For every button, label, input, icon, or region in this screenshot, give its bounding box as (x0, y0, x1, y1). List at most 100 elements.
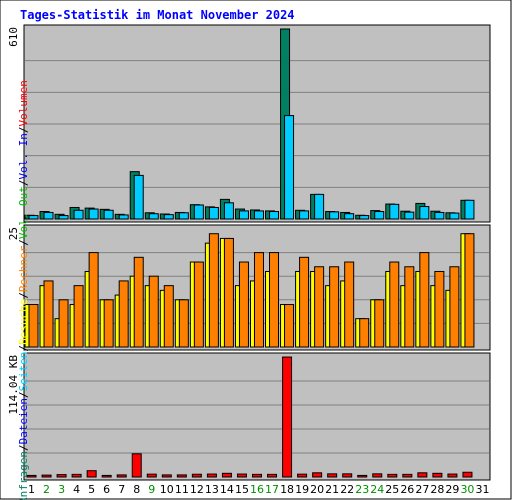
bar-dateien-day-2 (43, 211, 54, 220)
bar-volumen-day-14 (221, 472, 232, 478)
bar-dateien-day-9 (148, 213, 159, 220)
bar-dateien-day-8 (133, 174, 144, 220)
bar-volumen-day-20 (312, 472, 323, 478)
legend-entry-5: / (17, 345, 30, 352)
legend-entry-1: / (17, 444, 30, 451)
legend-entry-8: Rechner (17, 245, 30, 292)
bar-volumen-day-2 (41, 474, 52, 478)
bar-rechner-day-18 (284, 304, 295, 348)
bar-rechner-day-9 (148, 275, 159, 348)
bar-dateien-day-25 (389, 203, 400, 220)
bar-dateien-day-1 (28, 215, 39, 220)
bar-volumen-day-10 (161, 474, 172, 478)
panel-1: 610 (7, 24, 491, 223)
bar-rechner-day-28 (434, 270, 445, 348)
bar-volumen-day-22 (342, 473, 353, 478)
bar-dateien-day-10 (163, 214, 174, 220)
bar-rechner-day-8 (133, 256, 144, 348)
day-label-8: 8 (133, 483, 140, 496)
day-label-24: 24 (370, 483, 384, 496)
bar-dateien-day-16 (253, 210, 264, 220)
bar-volumen-day-6 (101, 474, 112, 478)
day-label-27: 27 (415, 483, 429, 496)
day-label-5: 5 (88, 483, 95, 496)
bar-rechner-day-15 (238, 261, 249, 348)
legend-entry-0: Anfragen (17, 451, 30, 500)
bar-volumen-day-28 (432, 472, 443, 478)
bar-dateien-day-18 (284, 115, 295, 220)
day-label-22: 22 (340, 483, 354, 496)
bar-dateien-day-5 (88, 208, 99, 220)
bar-volumen-day-29 (447, 473, 458, 478)
chart-title: Tages-Statistik im Monat November 2024 (20, 8, 295, 22)
bar-rechner-day-4 (73, 285, 84, 348)
day-label-7: 7 (118, 483, 125, 496)
bar-volumen-day-3 (56, 474, 67, 478)
bar-rechner-day-1 (28, 304, 39, 348)
bar-dateien-day-12 (193, 204, 204, 220)
bar-dateien-day-7 (118, 214, 129, 220)
bar-dateien-day-21 (329, 211, 340, 220)
bar-dateien-day-6 (103, 209, 114, 220)
day-label-20: 20 (310, 483, 324, 496)
day-label-18: 18 (280, 483, 294, 496)
bar-volumen-day-26 (402, 473, 413, 478)
day-label-2: 2 (43, 483, 50, 496)
day-label-17: 17 (265, 483, 279, 496)
day-label-13: 13 (205, 483, 219, 496)
panel-max-label: 25 (7, 227, 20, 240)
bar-volumen-day-19 (297, 473, 308, 478)
bar-dateien-day-29 (449, 212, 460, 220)
bar-dateien-day-19 (299, 210, 310, 220)
bar-volumen-day-7 (116, 474, 127, 478)
day-label-23: 23 (355, 483, 369, 496)
bar-dateien-day-24 (374, 211, 385, 220)
bar-volumen-day-15 (236, 473, 247, 478)
day-label-11: 11 (175, 483, 189, 496)
panel-max-label: 610 (7, 27, 20, 47)
bar-volumen-day-27 (417, 472, 428, 478)
bar-volumen-day-1 (26, 474, 37, 478)
day-label-29: 29 (445, 483, 459, 496)
bar-rechner-day-10 (163, 285, 174, 348)
legend-entry-12: Vol. In (17, 133, 30, 179)
bar-volumen-day-17 (267, 473, 278, 478)
bar-rechner-day-3 (58, 299, 69, 348)
day-label-16: 16 (250, 483, 264, 496)
bar-rechner-day-7 (118, 280, 129, 348)
day-label-15: 15 (235, 483, 249, 496)
bar-rechner-day-11 (178, 299, 189, 348)
bar-dateien-day-17 (269, 211, 280, 220)
bar-volumen-day-21 (327, 473, 338, 478)
bar-volumen-day-24 (372, 473, 383, 478)
legend-entry-13: / (17, 126, 30, 133)
bar-volumen-day-4 (71, 473, 82, 478)
legend-entry-6: Besuche (17, 299, 30, 345)
bar-volumen-day-23 (357, 474, 368, 478)
legend-entry-10: Vol. Out (17, 186, 30, 239)
day-label-9: 9 (148, 483, 155, 496)
bar-rechner-day-16 (253, 252, 264, 348)
bar-dateien-day-4 (73, 209, 84, 220)
panel-2: 25 (7, 224, 491, 351)
day-label-21: 21 (325, 483, 339, 496)
bar-dateien-day-11 (178, 212, 189, 220)
bar-volumen-day-5 (86, 470, 97, 478)
day-labels: 1 2 3 4 5 6 7 8 9 10 11 12 13 14 15 16 17 18 19 20 21 22 23 24 2… (28, 483, 489, 496)
bar-rechner-day-6 (103, 299, 114, 348)
bar-volumen-day-30 (462, 471, 473, 478)
day-label-25: 25 (385, 483, 399, 496)
bar-rechner-day-14 (223, 237, 234, 348)
bar-dateien-day-13 (208, 206, 219, 220)
legend-entry-14: Volumen (17, 80, 30, 126)
bar-rechner-day-13 (208, 233, 219, 348)
panel-3: 114.04 KB (7, 352, 491, 481)
bar-dateien-day-30 (464, 199, 475, 220)
day-label-31: 31 (475, 483, 489, 496)
bar-rechner-day-29 (449, 266, 460, 348)
bar-volumen-day-9 (146, 473, 157, 478)
bar-rechner-day-2 (43, 280, 54, 348)
day-label-4: 4 (73, 483, 80, 496)
bar-dateien-day-14 (223, 202, 234, 220)
bar-rechner-day-24 (374, 299, 385, 348)
